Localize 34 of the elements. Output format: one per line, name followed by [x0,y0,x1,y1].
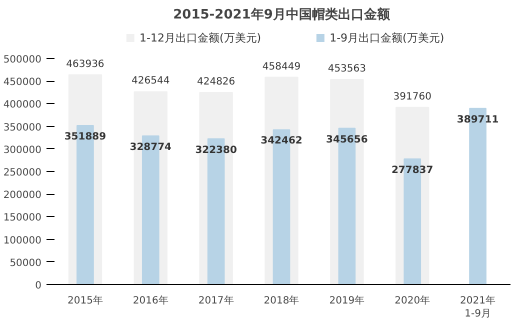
data-label: 328774 [130,142,172,153]
x-tick-label: 2018年 [264,294,300,306]
y-tick-label: 400000 [3,100,42,111]
legend-label: 1-9月出口金额(万美元) [330,32,444,44]
data-label: 426544 [132,76,170,87]
x-tick-label: 2019年 [329,294,365,306]
x-tick-label: 2015年 [67,294,103,306]
y-tick-label: 250000 [3,168,42,178]
data-label: 351889 [64,131,106,142]
data-label: 463936 [66,58,104,70]
y-tick-label: 50000 [10,258,42,269]
y-tick-label: 100000 [3,235,42,246]
y-tick-label: 350000 [3,122,42,134]
legend-label: 1-12月出口金额(万美元) [140,32,262,44]
data-label: 453563 [328,63,366,74]
x-tick-label: 2016年 [132,294,168,306]
data-label: 322380 [195,144,237,156]
x-tick-label: 2020年 [394,294,430,306]
y-tick-label: 300000 [3,144,42,156]
data-label: 458449 [262,61,301,72]
y-tick-label: 500000 [3,54,42,66]
data-label: 391760 [393,91,432,102]
chart-title: 2015-2021年9月中国帽类出口金额 [173,6,391,22]
y-tick-label: 0 [35,280,42,292]
data-label: 424826 [196,76,236,88]
data-label: 342462 [260,136,302,147]
x-tick-label: 2021年 1-9月 [460,294,496,320]
y-tick-label: 150000 [3,212,42,224]
data-label: 277837 [391,164,434,176]
data-label: 345656 [326,134,368,146]
data-label: 389711 [456,114,499,126]
x-tick-label: 2017年 [198,294,234,306]
y-tick-label: 200000 [3,190,42,202]
y-tick-label: 450000 [3,77,42,88]
